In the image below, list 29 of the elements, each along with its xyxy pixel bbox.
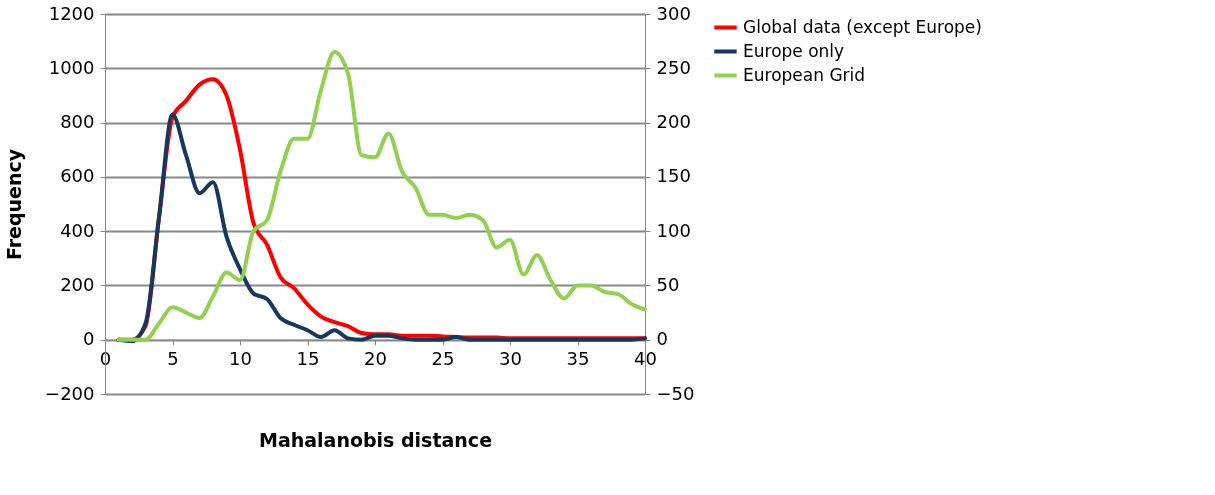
x-tick-label: 35 (566, 348, 590, 370)
x-tick-label: 25 (431, 348, 455, 370)
y2-tick-label: −50 (656, 382, 695, 404)
x-tick-label: 40 (634, 348, 657, 370)
y2-tick-label: 200 (656, 111, 691, 133)
y2-tick-label: 150 (656, 165, 691, 187)
y-tick-label: 1000 (48, 56, 95, 78)
y-tick-label: 600 (60, 165, 95, 187)
y-axis-title: Frequency (3, 148, 26, 261)
x-tick-label: 15 (296, 348, 320, 370)
x-tick-label: 30 (499, 348, 522, 370)
legend-label: European Grid (743, 64, 866, 85)
y2-tick-label: 0 (656, 328, 668, 350)
x-tick-label: 5 (167, 348, 179, 370)
y-tick-label: 1200 (48, 2, 95, 24)
y-tick-label: 400 (60, 219, 95, 241)
x-tick-label: 20 (364, 348, 387, 370)
y2-tick-label: 250 (656, 56, 691, 78)
y-tick-label: 200 (60, 273, 95, 295)
y2-tick-label: 50 (656, 273, 680, 295)
y-tick-label: 0 (83, 328, 95, 350)
y-tick-label: −200 (45, 382, 95, 404)
legend-label: Europe only (743, 40, 845, 61)
x-axis-title: Mahalanobis distance (258, 428, 493, 451)
x-tick-label: 10 (229, 348, 252, 370)
y-tick-label: 800 (60, 111, 95, 133)
y2-tick-label: 300 (656, 2, 691, 24)
y2-tick-label: 100 (656, 219, 691, 241)
legend-label: Global data (except Europe) (743, 16, 982, 37)
